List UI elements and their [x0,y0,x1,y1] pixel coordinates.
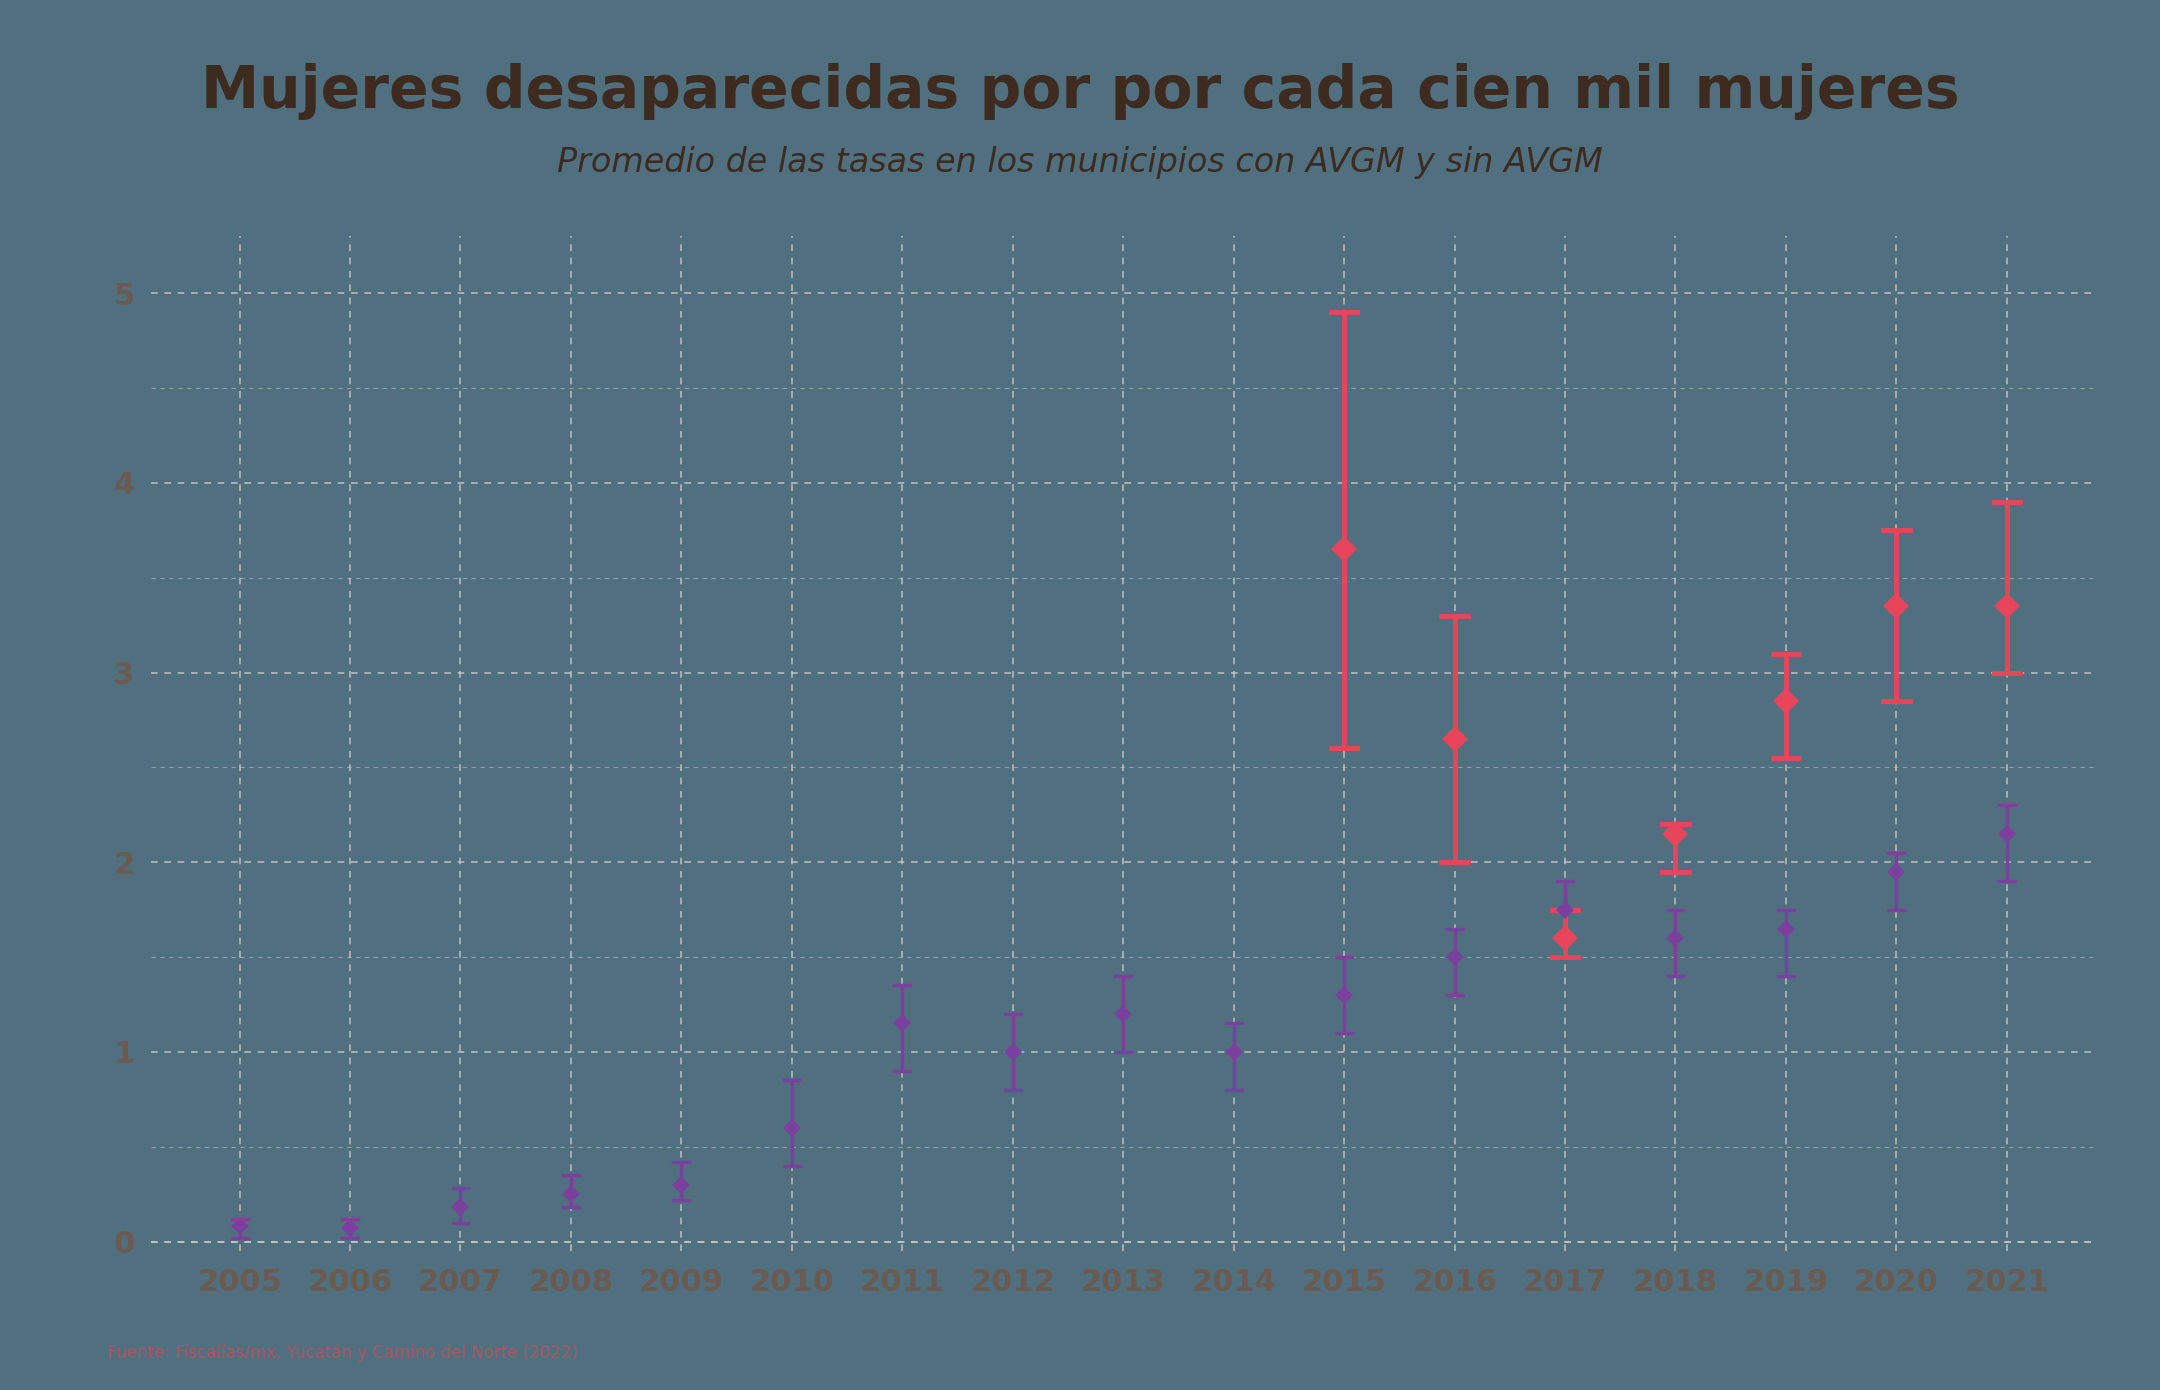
Text: Promedio de las tasas en los municipios con AVGM y sin AVGM: Promedio de las tasas en los municipios … [557,146,1603,179]
Text: Mujeres desaparecidas por por cada cien mil mujeres: Mujeres desaparecidas por por cada cien … [201,63,1959,120]
Text: Fuente: Fiscalías/mx, Yucatán y Camino del Norte (2022): Fuente: Fiscalías/mx, Yucatán y Camino d… [108,1344,579,1362]
